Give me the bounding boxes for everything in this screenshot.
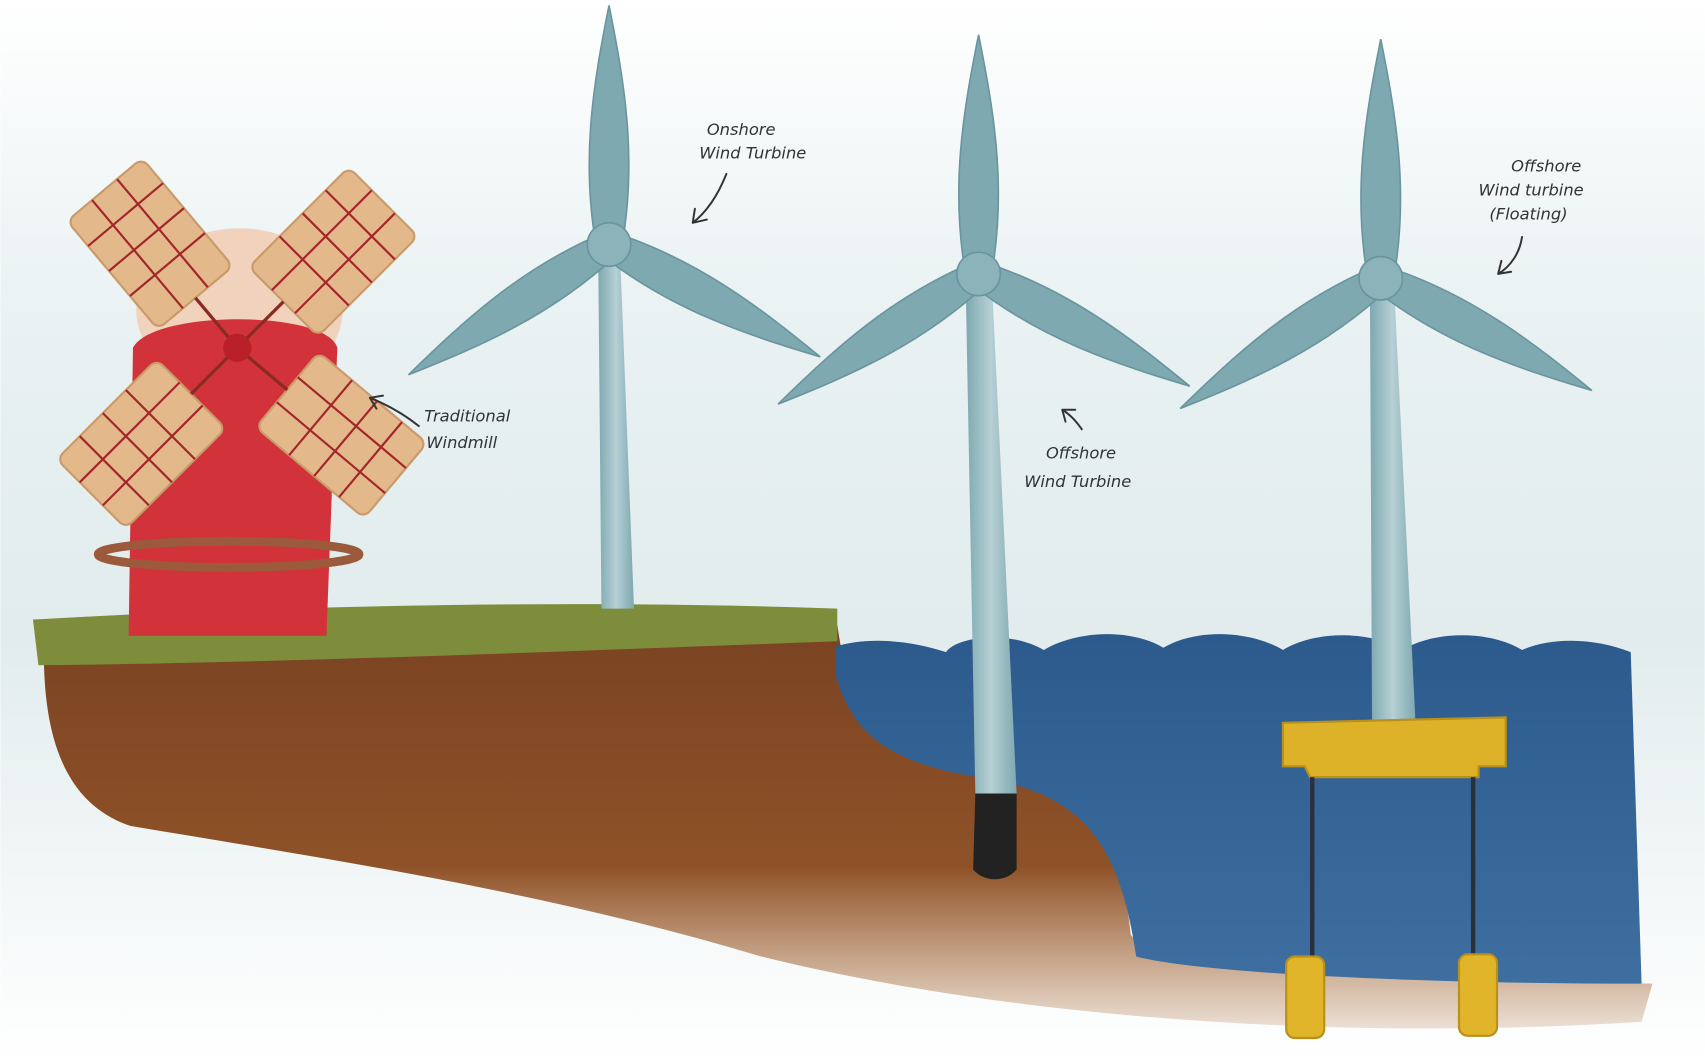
arrow <box>1497 235 1524 275</box>
windmill <box>55 156 429 636</box>
label-line: (Floating) <box>1489 205 1567 224</box>
label-line: Wind turbine <box>1479 181 1584 200</box>
offshore-turbine <box>766 33 1200 880</box>
label-line: Wind Turbine <box>699 144 806 163</box>
arrow <box>1061 408 1083 431</box>
floating-turbine <box>1168 38 1602 1040</box>
label-line: Onshore <box>707 120 776 139</box>
ground <box>43 624 1653 1029</box>
label: Offshore Wind turbine (Floating) <box>1479 157 1589 224</box>
arrow <box>368 394 420 428</box>
label-line: Offshore <box>1046 444 1116 463</box>
arrow <box>691 172 728 224</box>
onshore-turbine <box>396 4 831 609</box>
label: Traditional Windmill <box>424 407 515 452</box>
label: Offshore Wind Turbine <box>1024 444 1131 491</box>
label-line: Windmill <box>426 433 497 452</box>
label-line: Wind Turbine <box>1024 472 1131 491</box>
label: Onshore Wind Turbine <box>699 120 806 163</box>
label-line: Offshore <box>1511 157 1581 176</box>
label-line: Traditional <box>424 407 510 426</box>
